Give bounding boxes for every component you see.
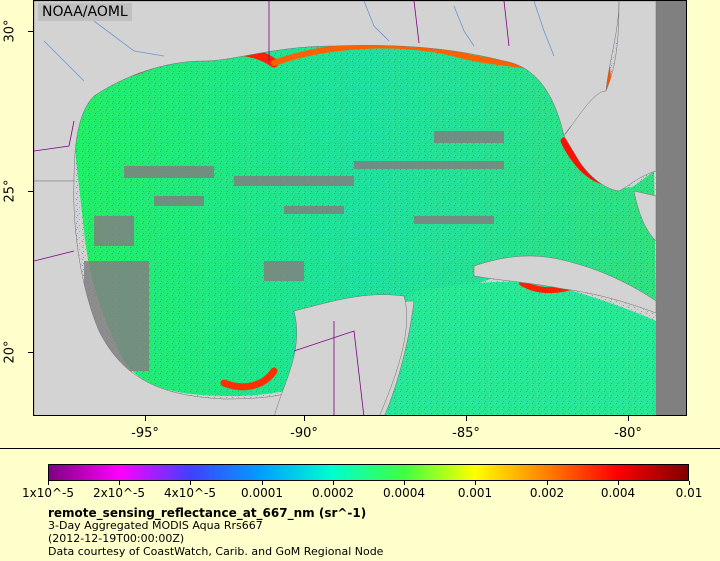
- colorbar-tick: [689, 481, 690, 485]
- colorbar-tick-label: 0.01: [675, 486, 703, 500]
- x-tick-label-80w: -80°: [614, 426, 642, 441]
- colorbar-tick: [190, 481, 191, 485]
- land-florida: [563, 1, 657, 192]
- x-tick-mark: [304, 416, 305, 421]
- land-yucatan: [274, 294, 407, 415]
- colorbar-tick: [119, 481, 120, 485]
- x-tick-mark: [145, 416, 146, 421]
- land-bahamas: [633, 190, 657, 242]
- land: [34, 1, 657, 415]
- rivers: [43, 1, 555, 82]
- colorbar-tick-label: 2x10^-5: [92, 486, 146, 500]
- colorbar-tick: [48, 481, 49, 485]
- colorbar-tick: [547, 481, 548, 485]
- colorbar-tick-label: 0.004: [600, 486, 636, 500]
- colorbar-tick: [475, 481, 476, 485]
- x-tick-mark: [466, 416, 467, 421]
- colorbar: [48, 464, 689, 481]
- legend-panel: remote_sensing_reflectance_at_667_nm (sr…: [0, 448, 720, 561]
- product-name: 3-Day Aggregated MODIS Aqua Rrs667: [48, 519, 263, 532]
- map-panel: NOAA/AOML: [33, 0, 687, 416]
- credit-text: Data courtesy of CoastWatch, Carib. and …: [48, 545, 384, 558]
- colorbar-tick-label: 4x10^-5: [163, 486, 217, 500]
- y-tick-label-30n: 30°: [2, 19, 18, 43]
- colorbar-tick-label: 1x10^-5: [21, 486, 75, 500]
- x-tick-label-90w: -90°: [290, 426, 318, 441]
- colorbar-tick: [262, 481, 263, 485]
- source-label: NOAA/AOML: [38, 3, 132, 21]
- colorbar-tick-label: 0.0001: [241, 486, 283, 500]
- land-cuba: [473, 255, 657, 314]
- colorbar-tick-label: 0.0002: [312, 486, 354, 500]
- colorbar-tick-label: 0.002: [529, 486, 565, 500]
- y-tick-mark: [28, 31, 33, 32]
- colorbar-tick: [404, 481, 405, 485]
- y-tick-mark: [28, 191, 33, 192]
- y-tick-label-25n: 25°: [2, 179, 18, 203]
- no-data-east-strip: [656, 1, 686, 415]
- colorbar-tick-label: 0.0004: [383, 486, 425, 500]
- y-tick-mark: [28, 352, 33, 353]
- map-canvas: [34, 1, 686, 415]
- x-tick-mark: [628, 416, 629, 421]
- colorbar-tick: [618, 481, 619, 485]
- y-tick-label-20n: 20°: [2, 340, 18, 364]
- x-tick-label-95w: -95°: [131, 426, 159, 441]
- political-borders: [34, 1, 510, 415]
- x-tick-label-85w: -85°: [452, 426, 480, 441]
- colorbar-tick-label: 0.001: [457, 486, 493, 500]
- colorbar-tick: [333, 481, 334, 485]
- variable-name: remote_sensing_reflectance_at_667_nm (sr…: [48, 506, 367, 520]
- date-label: (2012-12-19T00:00:00Z): [48, 532, 185, 545]
